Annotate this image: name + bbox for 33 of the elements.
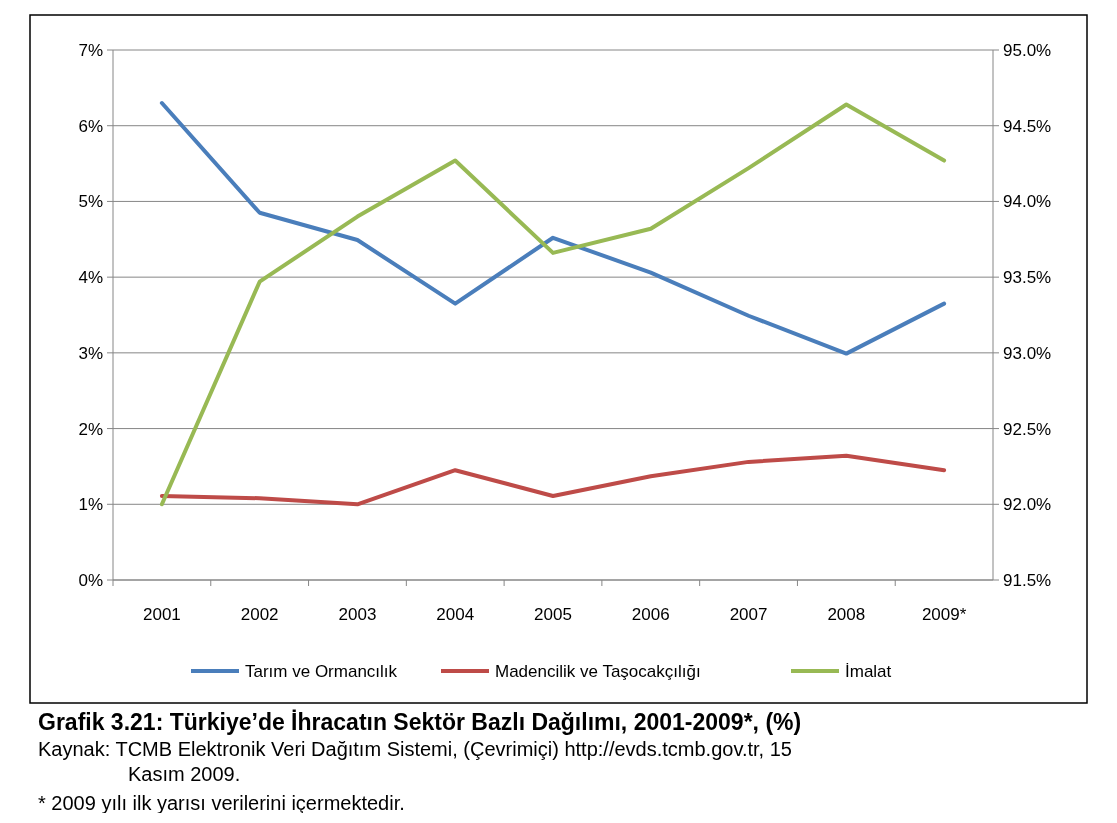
legend-label: Tarım ve Ormancılık	[245, 661, 398, 681]
line-series	[159, 101, 947, 356]
legend-label: İmalat	[845, 661, 892, 681]
y2-tick-label: 95.0%	[1003, 40, 1052, 60]
text: Grafik 3.21: Türkiye’de İhracatın Sektör Bazlı Dağılımı, 2001-2009*, (%)	[38, 709, 802, 735]
y-tick-label: 4%	[78, 268, 103, 288]
x-tick-label: 2006	[631, 605, 670, 624]
y-tick-label: 3%	[78, 343, 103, 363]
x-tick-label: 2004	[436, 605, 475, 624]
x-tick-label: 2007	[729, 605, 768, 624]
y2-tick-label: 94.0%	[1003, 192, 1052, 212]
x-tick-label: 2001	[142, 605, 181, 624]
x-tick-label: 2009*	[921, 605, 967, 624]
x-tick-label: 2008	[827, 605, 866, 624]
y-tick-label: 2%	[78, 419, 103, 439]
line-series	[159, 102, 947, 507]
y2-tick-label: 92.5%	[1003, 419, 1052, 439]
x-tick-label: 2005	[534, 605, 572, 624]
x-tick-label: 2003	[338, 605, 377, 624]
y-tick-label: 7%	[78, 40, 103, 60]
y-tick-label: 5%	[78, 192, 103, 212]
y-tick-label: 1%	[78, 495, 103, 515]
text: Kaynak: TCMB Elektronik Veri Dağıtım Sistemi, (Çevrimiçi) http://evds.tcmb.gov.tr, 15 Kasım 2009.	[38, 738, 792, 785]
legend-label: Madencilik ve Taşocakçılığı	[495, 661, 701, 681]
y2-tick-label: 91.5%	[1003, 570, 1052, 590]
y2-tick-label: 92.0%	[1003, 495, 1052, 515]
y2-tick-label: 93.5%	[1003, 268, 1052, 288]
y-tick-label: 6%	[78, 116, 103, 136]
y-tick-label: 0%	[78, 570, 103, 590]
y2-tick-label: 94.5%	[1003, 116, 1052, 136]
x-tick-label: 2002	[240, 605, 279, 624]
line-series	[159, 453, 947, 507]
y2-tick-label: 93.0%	[1003, 343, 1052, 363]
